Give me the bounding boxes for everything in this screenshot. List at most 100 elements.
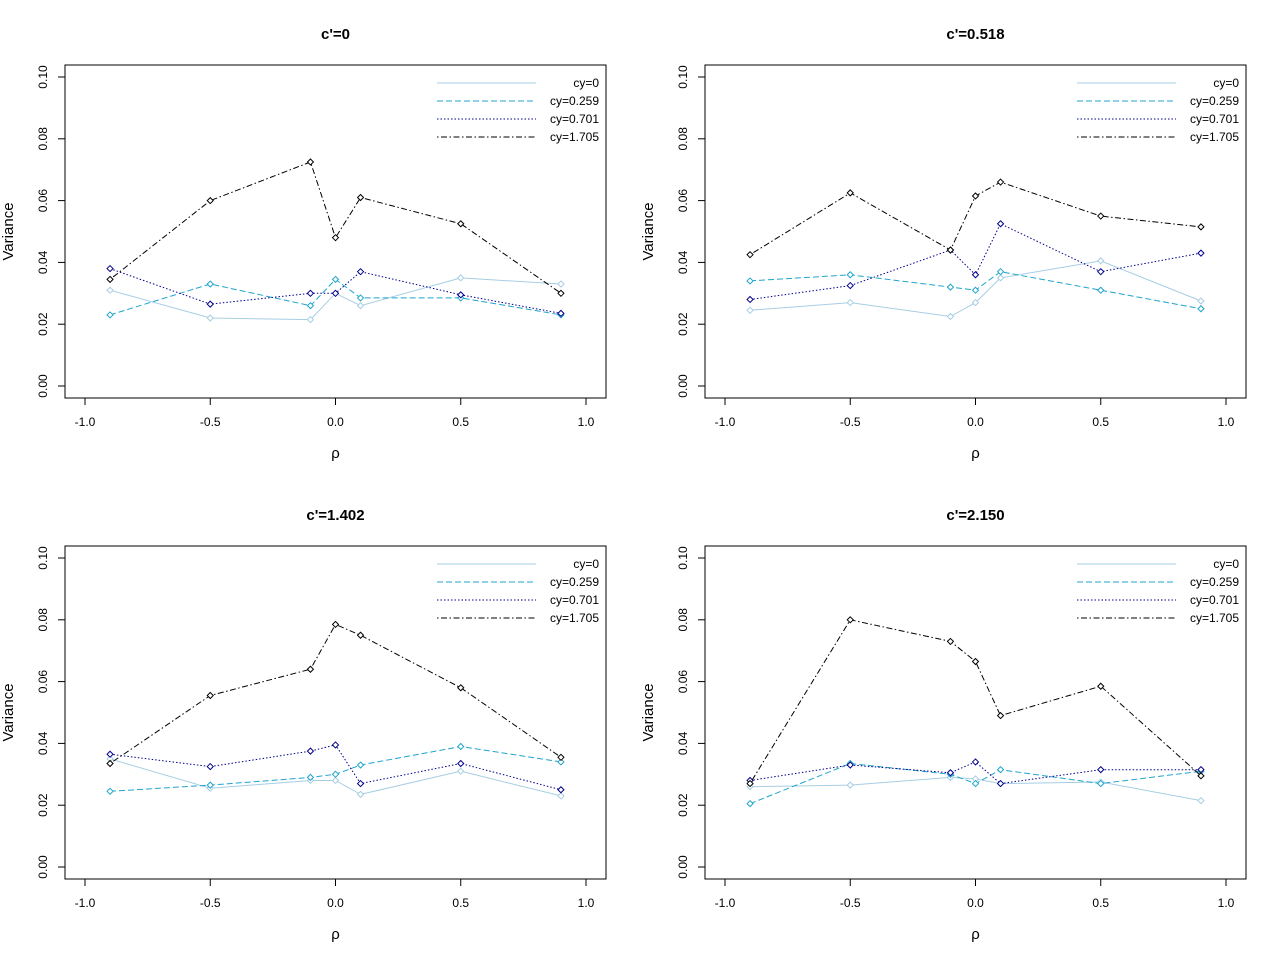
y-tick-label: 0.04 <box>36 731 50 755</box>
x-tick-label: -0.5 <box>200 896 221 910</box>
legend-label: cy=0.701 <box>550 112 599 126</box>
x-tick-label: -0.5 <box>840 415 861 429</box>
data-point <box>971 271 980 279</box>
y-tick-label: 0.02 <box>36 312 50 336</box>
legend-label: cy=0.259 <box>550 575 599 589</box>
y-axis-label: Variance <box>640 202 657 260</box>
data-point <box>206 781 214 789</box>
x-tick-label: 1.0 <box>1218 896 1235 910</box>
data-point <box>746 250 754 259</box>
data-point <box>971 779 980 788</box>
y-tick-label: 0.00 <box>36 855 50 879</box>
y-tick-label: 0.02 <box>676 793 690 817</box>
legend-label: cy=0.259 <box>550 94 599 108</box>
data-point <box>946 769 955 777</box>
data-point <box>846 761 854 769</box>
data-point <box>306 315 315 324</box>
panel-title: c'=0.518 <box>946 26 1004 43</box>
panel-title: c'=1.402 <box>306 507 364 524</box>
data-point <box>306 301 315 310</box>
y-axis-label: Variance <box>0 683 17 741</box>
y-tick-label: 0.08 <box>36 127 50 151</box>
data-point <box>457 742 465 751</box>
y-tick-label: 0.10 <box>676 546 690 570</box>
data-point <box>746 277 754 285</box>
data-point <box>1097 682 1105 690</box>
y-axis-label: Variance <box>0 202 17 260</box>
data-point <box>356 301 365 310</box>
data-point <box>1097 267 1105 276</box>
data-point <box>457 684 465 692</box>
chart-panel-3: c'=1.402 -1.0 -0.5 0.0 0.5 1.0 0.00 0.02 0.04 0.0… <box>0 507 607 943</box>
y-tick-label: 0.04 <box>676 731 690 755</box>
x-axis-label: ρ <box>331 445 340 462</box>
data-point <box>557 753 565 762</box>
data-point <box>971 657 980 666</box>
y-tick-label: 0.00 <box>36 374 50 398</box>
y-tick-label: 0.00 <box>676 855 690 879</box>
data-point <box>996 711 1005 720</box>
data-point <box>1197 223 1205 231</box>
data-point <box>331 275 340 284</box>
x-tick-label: 0.0 <box>327 896 344 910</box>
y-tick-label: 0.02 <box>676 312 690 336</box>
data-point <box>557 792 565 800</box>
legend-label: cy=0 <box>1213 76 1239 90</box>
x-tick-label: 0.5 <box>452 896 469 910</box>
x-tick-label: -1.0 <box>715 415 736 429</box>
y-axis-label: Variance <box>640 683 657 741</box>
data-point <box>106 275 114 284</box>
data-point <box>946 283 955 291</box>
legend-label: cy=1.705 <box>550 130 599 144</box>
chart-panel-4: c'=2.150 -1.0 -0.5 0.0 0.5 1.0 0.00 0.02 0.04 0.0… <box>640 507 1247 943</box>
data-point <box>946 637 955 646</box>
data-point <box>1097 212 1105 220</box>
data-point <box>746 295 754 304</box>
y-tick-label: 0.06 <box>676 670 690 694</box>
data-point <box>996 765 1005 774</box>
legend-label: cy=0.259 <box>1190 94 1239 108</box>
legend-label: cy=1.705 <box>1190 611 1239 625</box>
chart-panel-2: c'=0.518 -1.0 -0.5 0.0 0.5 1.0 0.00 0.02 0.04 0.0… <box>640 26 1247 462</box>
data-point <box>457 274 465 282</box>
data-point <box>996 178 1005 186</box>
data-point <box>1197 249 1205 257</box>
data-point <box>846 189 854 197</box>
legend-label: cy=0.701 <box>550 593 599 607</box>
legend-label: cy=0.701 <box>1190 593 1239 607</box>
data-point <box>1197 772 1205 780</box>
data-point <box>106 759 114 768</box>
x-tick-label: -0.5 <box>200 415 221 429</box>
data-point <box>206 762 214 771</box>
y-tick-label: 0.08 <box>36 608 50 632</box>
data-point <box>106 264 114 273</box>
data-point <box>557 786 565 794</box>
y-tick-label: 0.02 <box>36 793 50 817</box>
y-tick-label: 0.08 <box>676 608 690 632</box>
data-point <box>457 291 465 299</box>
data-point <box>206 300 214 308</box>
data-point <box>1097 286 1105 294</box>
legend-label: cy=0.259 <box>1190 575 1239 589</box>
x-tick-label: 1.0 <box>578 415 595 429</box>
data-point <box>846 781 854 789</box>
data-point <box>331 776 340 785</box>
y-tick-label: 0.06 <box>36 670 50 694</box>
data-point <box>1097 765 1105 774</box>
data-point <box>356 779 365 788</box>
data-point <box>306 747 315 755</box>
data-point <box>557 280 565 288</box>
data-point <box>557 758 565 766</box>
data-point <box>1097 779 1105 788</box>
data-point <box>306 773 315 782</box>
data-point <box>356 761 365 769</box>
x-tick-label: 1.0 <box>1218 415 1235 429</box>
data-point <box>306 158 315 166</box>
y-tick-label: 0.10 <box>36 65 50 89</box>
data-point <box>946 246 955 254</box>
legend-label: cy=0 <box>1213 557 1239 571</box>
data-point <box>971 298 980 307</box>
data-point <box>557 309 565 318</box>
data-point <box>971 192 980 200</box>
